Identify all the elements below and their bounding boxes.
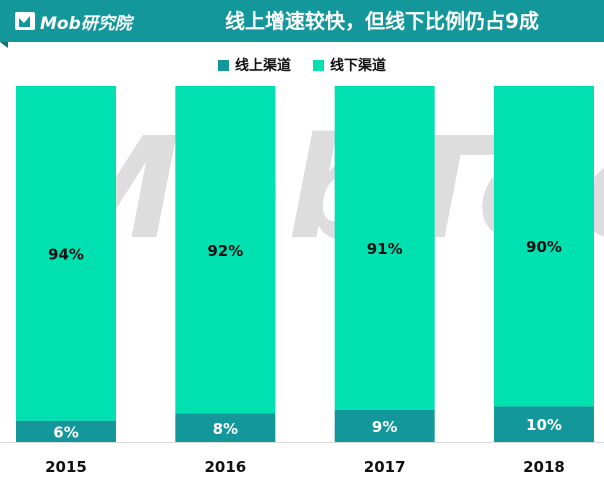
data-label-online-2016: 8%	[213, 420, 238, 438]
legend-item-offline: 线下渠道	[313, 55, 386, 75]
legend-swatch-online	[218, 59, 229, 71]
x-tick-label-2018: 2018	[523, 458, 565, 476]
data-label-online-2015: 6%	[53, 423, 78, 441]
legend-item-online: 线上渠道	[218, 55, 291, 75]
x-tick-label-2015: 2015	[45, 458, 87, 476]
chart-legend: 线上渠道 线下渠道	[0, 56, 604, 74]
logo: Mob研究院	[14, 9, 132, 34]
bar-offline-2016	[175, 86, 276, 414]
bar-online-2015	[16, 420, 116, 442]
data-label-offline-2017: 91%	[367, 240, 403, 258]
bar-online-2017	[334, 409, 435, 442]
bar-offline-2018	[494, 86, 594, 407]
x-tick-label-2017: 2017	[364, 458, 406, 476]
data-label-online-2018: 10%	[526, 416, 562, 434]
data-label-offline-2015: 94%	[48, 245, 84, 263]
page-title: 线上增速较快，但线下比例仍占9成	[225, 9, 539, 33]
bar-online-2018	[494, 406, 594, 442]
data-label-offline-2018: 90%	[526, 238, 562, 256]
logo-text: Mob研究院	[40, 13, 132, 34]
bar-online-2016	[175, 413, 276, 442]
data-label-offline-2016: 92%	[207, 242, 243, 260]
bar-offline-2015	[16, 86, 116, 421]
x-tick-label-2016: 2016	[204, 458, 246, 476]
legend-label-offline: 线下渠道	[330, 58, 386, 74]
banner-notch	[0, 42, 8, 48]
legend-label-online: 线上渠道	[235, 58, 291, 74]
header-banner: Mob研究院 线上增速较快，但线下比例仍占9成	[0, 0, 604, 42]
data-label-online-2017: 9%	[372, 418, 397, 436]
mob-logo-icon	[15, 12, 35, 30]
bar-offline-2017	[334, 86, 435, 410]
legend-swatch-offline	[313, 59, 324, 71]
